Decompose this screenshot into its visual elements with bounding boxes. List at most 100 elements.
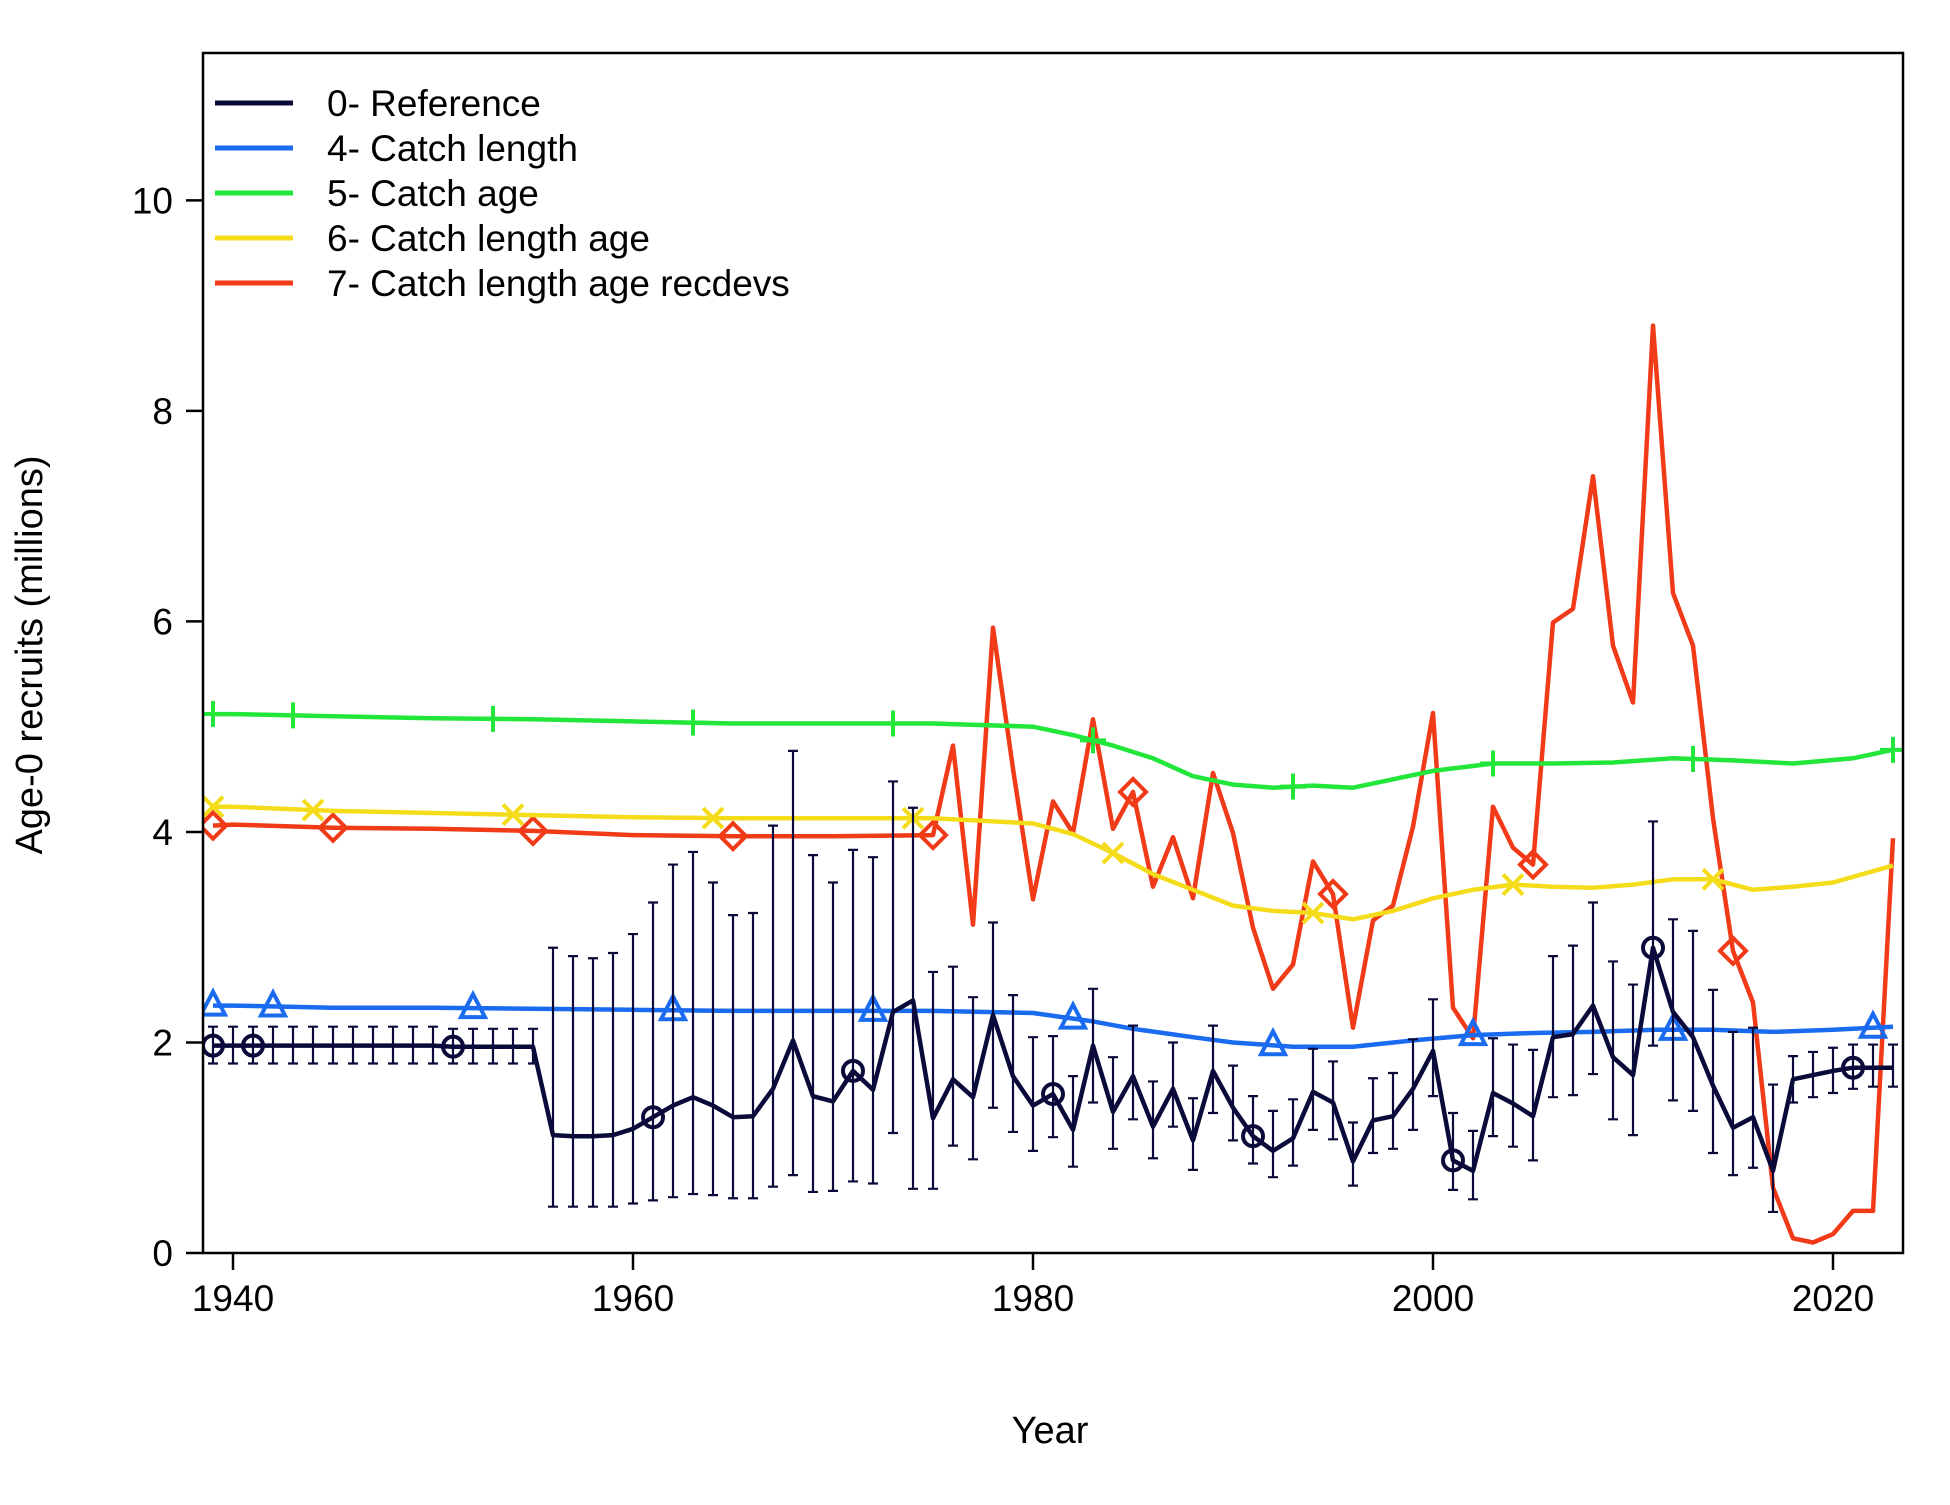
error-bar [748,911,758,1200]
error-bar [1268,1109,1278,1179]
x-tick-label: 1960 [592,1278,674,1319]
error-bar [1748,1026,1758,1169]
legend-label: 7- Catch length age recdevs [327,263,790,304]
error-bar [1248,1095,1258,1165]
series-marker [317,811,349,844]
series-marker [680,709,706,736]
series-marker [203,809,229,842]
series-marker [501,803,525,827]
series-marker [1241,1124,1265,1149]
series-marker [280,702,306,729]
error-bar [1128,1024,1138,1121]
error-bar [628,932,638,1205]
series-4 [203,323,1896,1245]
error-bar [1368,1077,1378,1155]
series-marker [457,989,489,1020]
series-marker [1480,750,1506,777]
x-tick-label: 1980 [992,1278,1074,1319]
series-0 [203,749,1898,1214]
x-tick-label: 2020 [1792,1278,1874,1319]
error-bar [1108,1056,1118,1150]
legend-label: 6- Catch length age [327,218,650,259]
error-bar [1008,994,1018,1134]
series-marker [1257,1026,1289,1057]
y-tick-label: 8 [152,391,173,432]
error-bar [588,957,598,1208]
series-marker [1080,727,1106,754]
y-tick-label: 6 [152,601,173,642]
series-marker [1680,745,1706,772]
error-bar [888,780,898,1135]
error-bar [1288,1098,1298,1167]
series-marker [1517,848,1549,881]
x-tick-label: 1940 [192,1278,274,1319]
error-bar [1688,929,1698,1112]
series-marker [1057,1000,1089,1030]
y-tick-label: 0 [152,1233,173,1274]
legend-label: 4- Catch length [327,128,578,169]
series-marker [1101,841,1125,865]
series-marker [1317,878,1349,910]
y-tick-label: 4 [152,812,173,853]
error-bar [1768,1083,1778,1214]
error-bar [1148,1080,1158,1160]
error-bar [768,824,778,1188]
error-bar [688,850,698,1196]
error-bar [728,914,738,1200]
series-marker [1301,901,1325,925]
error-bar [1548,955,1558,1099]
error-bar [1348,1121,1358,1187]
error-bar [548,946,558,1208]
error-bar [1708,988,1718,1155]
error-bar [1608,960,1618,1121]
error-bar [808,854,818,1194]
error-bar [1428,998,1438,1098]
series-marker [641,1105,665,1130]
series-marker [203,987,229,1017]
legend-label: 0- Reference [327,83,541,124]
series-marker [1280,773,1306,800]
series-marker [841,1058,865,1083]
error-bar [848,848,858,1183]
series-marker [257,988,289,1018]
error-bar [1388,1071,1398,1150]
series-line [213,711,1894,790]
error-bar [1508,1043,1518,1148]
series-marker [917,819,949,851]
axes-layer: 1940 1960 1980 2000 2020 0 2 4 6 8 10 [132,51,1905,1319]
x-axis-label: Year [1012,1410,1089,1452]
series-marker [1701,867,1725,891]
error-bar [1648,820,1658,1047]
series-marker [1717,935,1749,967]
error-bar [1488,1037,1498,1138]
series-marker [203,795,225,819]
series-marker [880,710,906,737]
series-line [213,804,1894,922]
error-bar [1568,944,1578,1097]
series-marker [717,820,749,852]
series-marker [1457,1016,1489,1047]
error-bar [708,881,718,1197]
series-3 [203,795,1894,925]
error-bar [968,996,978,1161]
error-bar [928,970,938,1190]
y-axis-label: Age-0 recruits (millions) [9,455,51,854]
error-bar [1308,1047,1318,1131]
series-marker [1041,1082,1065,1107]
series-line [213,945,1893,1174]
error-bar [668,863,678,1199]
error-bar [828,881,838,1192]
series-marker [203,701,226,728]
error-bar [1048,1035,1058,1139]
series-marker [241,1033,265,1058]
series-marker [1841,1055,1865,1080]
error-bar [788,749,798,1177]
error-bar [1168,1041,1178,1128]
error-bar [1028,1036,1038,1152]
series-marker [1501,873,1525,896]
error-bar [948,965,958,1147]
series-marker [301,798,325,822]
x-tick-label: 2000 [1392,1278,1474,1319]
